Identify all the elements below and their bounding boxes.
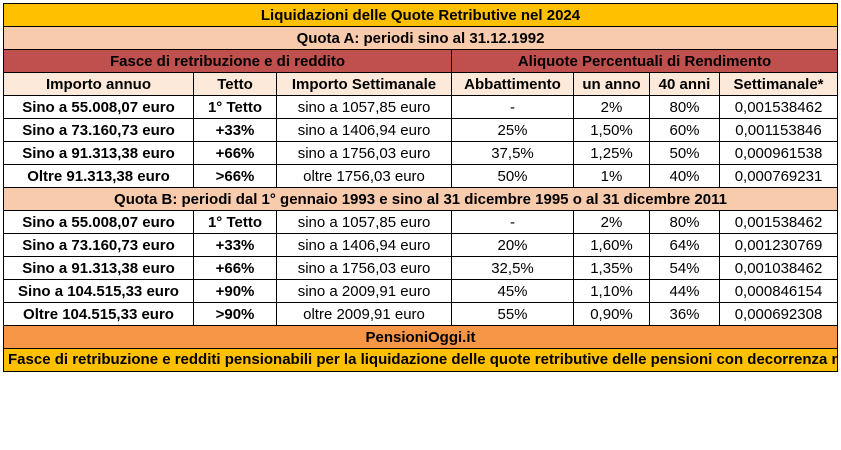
table-cell: +66% — [193, 141, 277, 165]
table-cell: 80% — [649, 95, 720, 119]
table-cell: 32,5% — [451, 256, 574, 280]
table-cell: oltre 2009,91 euro — [276, 302, 452, 326]
table-cell: Oltre 104.515,33 euro — [3, 302, 194, 326]
brand-row: PensioniOggi.it — [3, 325, 838, 349]
table-cell: 1° Tetto — [193, 95, 277, 119]
table-cell: sino a 1756,03 euro — [276, 256, 452, 280]
table-cell: Sino a 91.313,38 euro — [3, 256, 194, 280]
column-header: un anno — [573, 72, 650, 96]
table-cell: 0,90% — [573, 302, 650, 326]
table-cell: Sino a 73.160,73 euro — [3, 118, 194, 142]
title-row: Liquidazioni delle Quote Retributive nel… — [3, 3, 838, 27]
table-cell: 0,001538462 — [719, 210, 838, 234]
table-cell: sino a 2009,91 euro — [276, 279, 452, 303]
column-header: 40 anni — [649, 72, 720, 96]
table-row: Sino a 55.008,07 euro 1° Tetto sino a 10… — [3, 210, 838, 234]
table-cell: 0,001153846 — [719, 118, 838, 142]
table-cell: +33% — [193, 233, 277, 257]
table-cell: 1,35% — [573, 256, 650, 280]
table-cell: sino a 1406,94 euro — [276, 233, 452, 257]
group-header-right: Aliquote Percentuali di Rendimento — [451, 49, 838, 73]
table-cell: Sino a 55.008,07 euro — [3, 210, 194, 234]
table-cell: 36% — [649, 302, 720, 326]
table-cell: - — [451, 210, 574, 234]
table-cell: 2% — [573, 210, 650, 234]
table-cell: 45% — [451, 279, 574, 303]
table-cell: 50% — [649, 141, 720, 165]
table-cell: +90% — [193, 279, 277, 303]
table-row: Oltre 104.515,33 euro >90% oltre 2009,91… — [3, 302, 838, 326]
quota-a-heading: Quota A: periodi sino al 31.12.1992 — [3, 26, 838, 50]
table-row: Sino a 104.515,33 euro +90% sino a 2009,… — [3, 279, 838, 303]
table-cell: oltre 1756,03 euro — [276, 164, 452, 188]
table-cell: 1° Tetto — [193, 210, 277, 234]
table-row: Sino a 91.313,38 euro +66% sino a 1756,0… — [3, 256, 838, 280]
table-cell: sino a 1057,85 euro — [276, 95, 452, 119]
table-cell: 37,5% — [451, 141, 574, 165]
table-cell: - — [451, 95, 574, 119]
quota-b-heading: Quota B: periodi dal 1° gennaio 1993 e s… — [3, 187, 838, 211]
table-cell: sino a 1057,85 euro — [276, 210, 452, 234]
table-cell: sino a 1406,94 euro — [276, 118, 452, 142]
table-cell: Sino a 55.008,07 euro — [3, 95, 194, 119]
table-container: Liquidazioni delle Quote Retributive nel… — [3, 3, 838, 372]
column-header: Importo Settimanale — [276, 72, 452, 96]
table-cell: 44% — [649, 279, 720, 303]
column-header: Importo annuo — [3, 72, 194, 96]
table-cell: Sino a 104.515,33 euro — [3, 279, 194, 303]
table-cell: 0,000846154 — [719, 279, 838, 303]
table-title: Liquidazioni delle Quote Retributive nel… — [3, 3, 838, 27]
table-row: Sino a 55.008,07 euro 1° Tetto sino a 10… — [3, 95, 838, 119]
table-cell: Oltre 91.313,38 euro — [3, 164, 194, 188]
table-cell: Sino a 73.160,73 euro — [3, 233, 194, 257]
footnote: Fasce di retribuzione e redditi pensiona… — [3, 348, 838, 372]
table-cell: Sino a 91.313,38 euro — [3, 141, 194, 165]
table-cell: 54% — [649, 256, 720, 280]
table-cell: 50% — [451, 164, 574, 188]
table-cell: 1,10% — [573, 279, 650, 303]
table-cell: 1% — [573, 164, 650, 188]
table-cell: +66% — [193, 256, 277, 280]
brand-label: PensioniOggi.it — [3, 325, 838, 349]
table-cell: sino a 1756,03 euro — [276, 141, 452, 165]
column-header: Tetto — [193, 72, 277, 96]
column-header: Settimanale* — [719, 72, 838, 96]
table-row: Sino a 73.160,73 euro +33% sino a 1406,9… — [3, 118, 838, 142]
table-cell: 60% — [649, 118, 720, 142]
table-cell: >90% — [193, 302, 277, 326]
group-header-row: Fasce di retribuzione e di reddito Aliqu… — [3, 49, 838, 73]
table-cell: +33% — [193, 118, 277, 142]
note-row: Fasce di retribuzione e redditi pensiona… — [3, 348, 838, 372]
table-cell: 0,001038462 — [719, 256, 838, 280]
table-cell: 55% — [451, 302, 574, 326]
table-cell: 1,25% — [573, 141, 650, 165]
table-cell: 0,000769231 — [719, 164, 838, 188]
table-row: Oltre 91.313,38 euro >66% oltre 1756,03 … — [3, 164, 838, 188]
table-cell: 2% — [573, 95, 650, 119]
column-header: Abbattimento — [451, 72, 574, 96]
table-cell: 1,60% — [573, 233, 650, 257]
table-cell: 80% — [649, 210, 720, 234]
table-cell: 0,000692308 — [719, 302, 838, 326]
table-row: Sino a 73.160,73 euro +33% sino a 1406,9… — [3, 233, 838, 257]
table-cell: >66% — [193, 164, 277, 188]
table-cell: 25% — [451, 118, 574, 142]
group-header-left: Fasce di retribuzione e di reddito — [3, 49, 452, 73]
table-cell: 0,001538462 — [719, 95, 838, 119]
table-cell: 20% — [451, 233, 574, 257]
table-cell: 0,001230769 — [719, 233, 838, 257]
pension-rates-table: Liquidazioni delle Quote Retributive nel… — [3, 3, 838, 372]
table-cell: 64% — [649, 233, 720, 257]
table-cell: 40% — [649, 164, 720, 188]
table-row: Sino a 91.313,38 euro +66% sino a 1756,0… — [3, 141, 838, 165]
table-cell: 0,000961538 — [719, 141, 838, 165]
quota-a-heading-row: Quota A: periodi sino al 31.12.1992 — [3, 26, 838, 50]
table-cell: 1,50% — [573, 118, 650, 142]
quota-b-heading-row: Quota B: periodi dal 1° gennaio 1993 e s… — [3, 187, 838, 211]
column-header-row: Importo annuo Tetto Importo Settimanale … — [3, 72, 838, 96]
